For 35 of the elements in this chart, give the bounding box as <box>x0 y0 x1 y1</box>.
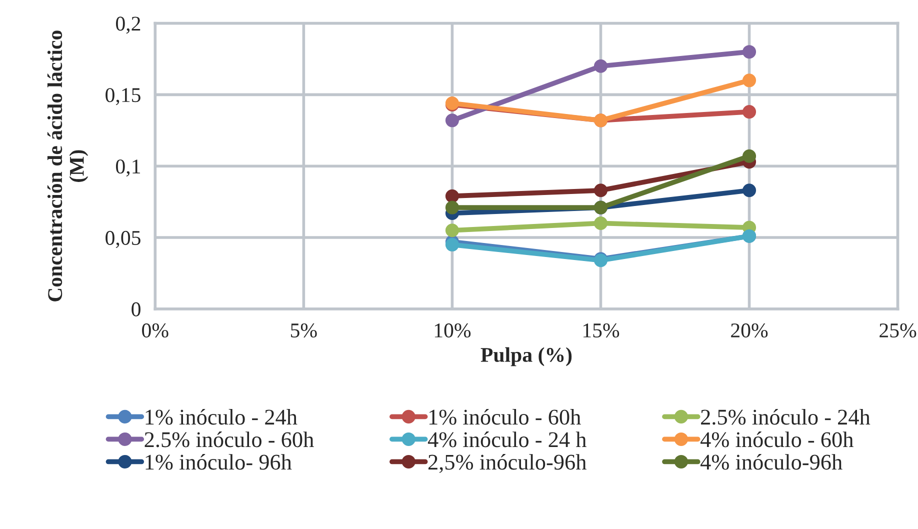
legend-label: 4% inóculo - 60h <box>700 432 854 448</box>
legend-label: 1% inóculo - 24h <box>146 409 298 425</box>
legend-label: 2.5% inóculo - 24h <box>701 409 870 425</box>
point <box>445 224 459 238</box>
point <box>445 238 459 252</box>
y-tick-label: 0 <box>132 302 140 316</box>
point <box>445 189 459 203</box>
point <box>594 216 608 230</box>
point <box>742 149 756 163</box>
y-tick-label: 0,2 <box>116 16 140 34</box>
y-axis-title: Concentración de ácido láctico (M) <box>47 30 88 302</box>
point <box>742 184 756 198</box>
x-tick-label: 0% <box>142 323 168 338</box>
x-tick-label: 20% <box>731 323 768 338</box>
legend-label: 2.5% inóculo - 60h <box>144 432 314 448</box>
legend-label: 1% inóculo - 60h <box>429 409 581 425</box>
point <box>445 114 459 128</box>
legend-label: 4% inóculo-96h <box>700 454 842 470</box>
point <box>594 184 608 198</box>
point <box>742 105 756 119</box>
legend-label: 4% inóculo - 24 h <box>428 432 586 448</box>
x-tick-label: 10% <box>434 323 471 338</box>
y-tick-label: 0,1 <box>116 159 140 177</box>
legend-label: 2,5% inóculo-96h <box>428 454 586 473</box>
point <box>742 74 756 88</box>
legend-label: 1% inóculo- 96h <box>146 454 292 470</box>
point <box>445 200 459 214</box>
point <box>594 59 608 73</box>
x-axis-title: Pulpa (%) <box>480 347 572 366</box>
y-tick-label: 0,15 <box>106 88 140 106</box>
x-tick-label: 5% <box>291 323 317 338</box>
point <box>742 45 756 59</box>
y-tick-label: 0,05 <box>106 230 140 248</box>
x-tick-label: 25% <box>880 323 916 338</box>
x-tick-label: 15% <box>583 323 620 338</box>
